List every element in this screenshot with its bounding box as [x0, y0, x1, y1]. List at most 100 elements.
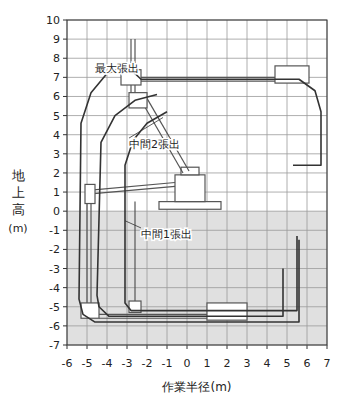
grid-line	[267, 20, 268, 345]
machine-part	[85, 184, 95, 203]
machine-part	[141, 81, 275, 82]
y-tick-label: 5	[53, 110, 60, 123]
grid-line	[67, 96, 327, 97]
y-axis-title: 地上高(m)	[8, 168, 27, 235]
y-tick-label: 10	[46, 14, 60, 27]
machine-part	[159, 202, 221, 210]
grid-line	[67, 153, 327, 154]
y-tick-label: 8	[53, 52, 60, 65]
chart: -6-5-4-3-2-101234567-7-6-5-4-3-2-1012345…	[0, 0, 340, 398]
tick	[287, 345, 288, 349]
tick	[307, 345, 308, 349]
machine-part	[141, 100, 183, 173]
y-tick-label: 1	[53, 186, 60, 199]
tick	[63, 115, 67, 116]
machine-part	[207, 303, 247, 320]
machine-part	[91, 183, 175, 191]
y-tick-label: 0	[53, 205, 60, 218]
tick	[127, 345, 128, 349]
plot-area	[79, 39, 321, 322]
tick	[227, 345, 228, 349]
machine-part	[147, 98, 189, 171]
grid-line	[67, 230, 327, 231]
x-tick-label: 3	[244, 357, 251, 370]
y-tick-label: -7	[49, 339, 60, 352]
y-tick-label: -6	[49, 320, 60, 333]
x-tick-label: 1	[204, 357, 211, 370]
tick	[327, 345, 328, 349]
machine-part	[275, 66, 309, 83]
tick	[63, 268, 67, 269]
x-tick-label: -4	[102, 357, 113, 370]
grid-line	[67, 115, 327, 116]
grid-line	[67, 58, 327, 59]
y-tick-label: 3	[53, 148, 60, 161]
x-tick-label: 7	[324, 357, 331, 370]
tick	[63, 230, 67, 231]
tick	[63, 77, 67, 78]
grid-line	[67, 249, 327, 250]
grid-line	[67, 268, 327, 269]
x-tick-label: -1	[162, 357, 173, 370]
x-tick-label: 2	[224, 357, 231, 370]
machine-part	[99, 318, 207, 319]
grid-line	[67, 211, 327, 212]
tick	[67, 345, 68, 349]
tick	[107, 345, 108, 349]
grid-line	[207, 20, 208, 345]
x-tick-label: 6	[304, 357, 311, 370]
x-tick-label: -5	[82, 357, 93, 370]
x-tick-label: 5	[284, 357, 291, 370]
y-axis-title-unit: (m)	[8, 222, 27, 235]
y-axis-title-char: 地	[11, 168, 25, 183]
x-tick-label: -2	[142, 357, 153, 370]
tick	[63, 39, 67, 40]
machine-part	[134, 202, 135, 307]
tick	[87, 345, 88, 349]
envelope-line	[125, 112, 297, 311]
tick	[63, 345, 67, 346]
machine	[81, 39, 309, 320]
tick	[63, 58, 67, 59]
x-tick-label: -3	[122, 357, 133, 370]
y-tick-label: -4	[49, 282, 60, 295]
y-tick-label: 7	[53, 71, 60, 84]
tick	[167, 345, 168, 349]
grid-line	[87, 20, 88, 345]
grid-line	[247, 20, 248, 345]
tick	[63, 192, 67, 193]
tick	[63, 96, 67, 97]
plot-frame	[67, 20, 327, 345]
tick	[207, 345, 208, 349]
tick	[63, 325, 67, 326]
annotation: 中間2張出	[129, 138, 180, 151]
x-tick-label: -6	[62, 357, 73, 370]
y-tick-label: 2	[53, 167, 60, 180]
grid-line	[67, 325, 327, 326]
tick	[267, 345, 268, 349]
y-tick-label: -3	[49, 263, 60, 276]
machine-part	[175, 175, 205, 202]
tick	[63, 287, 67, 288]
machine-part	[99, 314, 207, 315]
y-tick-label: 4	[53, 129, 60, 142]
tick	[63, 211, 67, 212]
tick	[63, 153, 67, 154]
machine-part	[91, 186, 175, 194]
leader-line	[125, 221, 141, 228]
y-axis-title-char: 高	[12, 202, 25, 217]
annotation: 中間1張出	[141, 228, 192, 241]
tick	[63, 20, 67, 21]
shaded-region	[67, 211, 327, 345]
tick	[63, 249, 67, 250]
y-tick-label: -5	[49, 301, 60, 314]
y-tick-label: 6	[53, 90, 60, 103]
x-tick-label: 0	[184, 357, 191, 370]
grid-line	[147, 20, 148, 345]
grid-line	[67, 306, 327, 307]
machine-part	[141, 77, 275, 78]
y-tick-label: -2	[49, 243, 60, 256]
tick	[63, 306, 67, 307]
grid-line	[67, 39, 327, 40]
machine-part	[81, 303, 99, 318]
